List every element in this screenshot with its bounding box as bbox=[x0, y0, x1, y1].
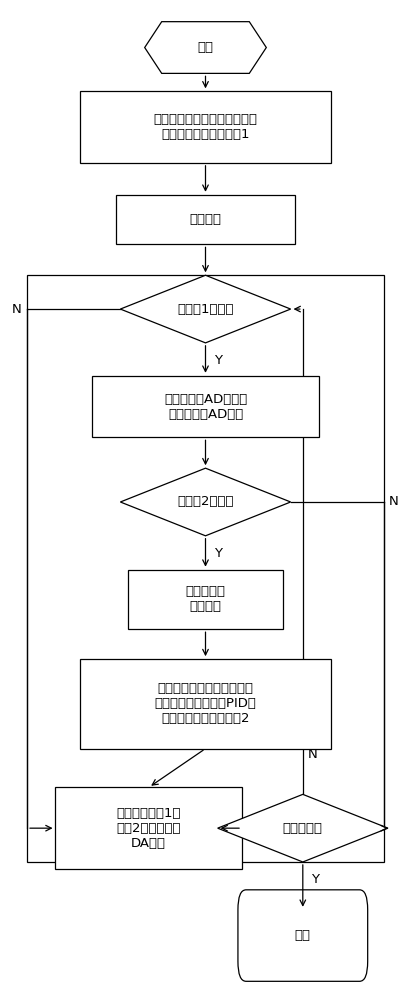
FancyBboxPatch shape bbox=[80, 659, 331, 749]
Text: 开始曝光: 开始曝光 bbox=[189, 213, 222, 226]
Polygon shape bbox=[145, 22, 266, 73]
Text: 曝光结束？: 曝光结束？ bbox=[283, 822, 323, 835]
Text: N: N bbox=[389, 495, 399, 508]
FancyBboxPatch shape bbox=[55, 787, 242, 869]
Text: 计算管电流
采样均值: 计算管电流 采样均值 bbox=[185, 585, 226, 613]
Text: 灯丝电流设定1与
设定2求和后执行
DA输出: 灯丝电流设定1与 设定2求和后执行 DA输出 bbox=[116, 807, 181, 850]
Text: 读取曝光参数，包括管电压、
管电流和灯丝电流设定1: 读取曝光参数，包括管电压、 管电流和灯丝电流设定1 bbox=[153, 113, 258, 141]
FancyBboxPatch shape bbox=[238, 890, 368, 981]
Text: Y: Y bbox=[214, 547, 222, 560]
FancyBboxPatch shape bbox=[92, 376, 319, 437]
Text: 定时器2触发？: 定时器2触发？ bbox=[177, 495, 234, 508]
Polygon shape bbox=[120, 468, 291, 536]
Text: 开始: 开始 bbox=[198, 41, 213, 54]
FancyBboxPatch shape bbox=[116, 195, 295, 244]
FancyBboxPatch shape bbox=[80, 91, 331, 163]
Text: Y: Y bbox=[311, 873, 319, 886]
Polygon shape bbox=[218, 794, 388, 862]
FancyBboxPatch shape bbox=[129, 570, 282, 629]
Text: N: N bbox=[12, 303, 22, 316]
Text: 定时器1触发？: 定时器1触发？ bbox=[177, 303, 234, 316]
Text: 返回: 返回 bbox=[295, 929, 311, 942]
Text: 读取管电流AD反馈值
并触发一次AD转换: 读取管电流AD反馈值 并触发一次AD转换 bbox=[164, 393, 247, 421]
Text: Y: Y bbox=[214, 354, 222, 367]
Text: 根据采样得到的管电流均值
和管电流设定值进行PID运
算，得到灯丝电流设定2: 根据采样得到的管电流均值 和管电流设定值进行PID运 算，得到灯丝电流设定2 bbox=[155, 682, 256, 725]
Text: N: N bbox=[308, 748, 318, 761]
Polygon shape bbox=[120, 275, 291, 343]
